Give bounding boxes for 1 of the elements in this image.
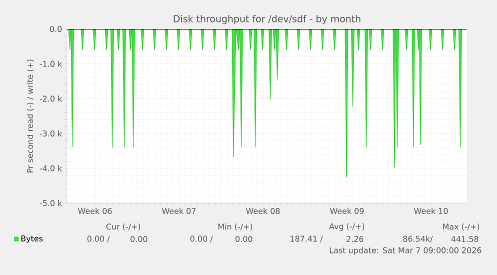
chart-title: Disk throughput for /dev/sdf - by month bbox=[174, 15, 360, 24]
